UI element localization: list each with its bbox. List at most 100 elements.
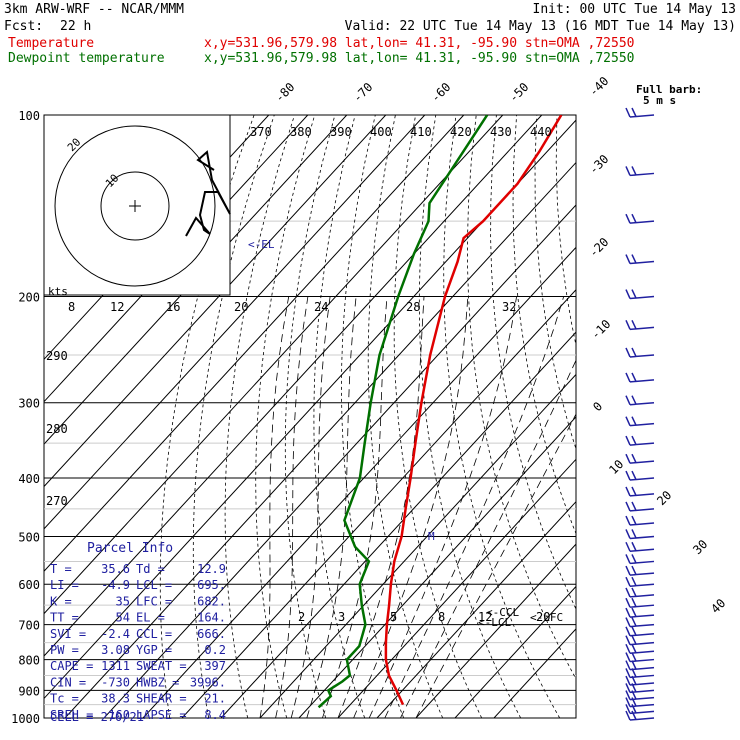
- moist-adiabat-line: [384, 296, 565, 718]
- wind-barb: [625, 416, 631, 426]
- wind-barb: [625, 607, 631, 618]
- top-temperature-tick-label: -70: [350, 80, 375, 105]
- dry-adiabat-line: [443, 115, 561, 718]
- mixing-ratio-label: 24: [314, 300, 328, 314]
- dry-adiabat-line: [534, 115, 576, 451]
- top-temperature-tick-label: -80: [272, 80, 297, 105]
- pressure-tick-label: 400: [18, 472, 40, 486]
- isotherm-line: [44, 115, 348, 445]
- theta-side-label: 280: [46, 422, 68, 436]
- moist-adiabat-line: [290, 296, 331, 718]
- temperature-tick-label: -30: [586, 152, 611, 177]
- temperature-tick-label: 20: [654, 488, 674, 508]
- wind-barb: [625, 668, 631, 678]
- wind-barb: [629, 583, 655, 587]
- theta-label: 420: [450, 125, 472, 139]
- wind-barb: [629, 703, 655, 708]
- isotherm-line: [493, 628, 576, 718]
- isotherm-line: [44, 115, 426, 530]
- wind-barb: [625, 554, 631, 564]
- temperature-tick-label: 0: [590, 399, 605, 414]
- wind-barb: [631, 660, 637, 670]
- sounding-curves: [317, 115, 563, 709]
- wind-barb: [629, 422, 655, 427]
- wind-barb: [625, 635, 631, 645]
- wind-barb: [631, 453, 637, 463]
- wind-barb: [625, 576, 631, 587]
- dry-adiabat-line: [597, 115, 740, 718]
- pressure-tick-label: 800: [18, 654, 40, 668]
- wind-barb: [631, 372, 637, 382]
- wind-barb: [625, 597, 631, 608]
- wind-barb: [625, 372, 631, 383]
- mixing-ratio-label: 28: [406, 300, 420, 314]
- wind-barb: [625, 515, 631, 526]
- wind-barb: [629, 477, 655, 481]
- pressure-tick-label: 700: [18, 619, 40, 633]
- wind-barb: [631, 675, 637, 685]
- hodograph-trace: [185, 150, 231, 237]
- wind-barb: [631, 213, 637, 224]
- theta-side-label: 290: [46, 349, 68, 363]
- wind-barb: [629, 401, 655, 406]
- hodograph-ring-inner: [100, 171, 170, 241]
- dry-adiabats: [159, 115, 740, 718]
- wind-barb: [625, 395, 631, 406]
- wind-barb: [625, 347, 631, 358]
- wind-barb: [629, 666, 655, 671]
- wind-barb: [629, 674, 655, 679]
- moist-adiabat-line: [400, 359, 576, 718]
- wind-barb: [631, 501, 637, 511]
- wind-barb: [629, 682, 655, 686]
- wind-barb: [629, 572, 655, 576]
- wind-barb: [629, 535, 655, 540]
- wind-barb: [631, 435, 637, 445]
- dry-adiabat-line: [678, 115, 740, 718]
- dry-adiabat-line: [718, 115, 740, 718]
- dry-adiabat-line: [159, 115, 255, 718]
- wind-barb: [625, 565, 631, 576]
- wind-barb: [625, 435, 631, 446]
- isotherm-line: [64, 161, 576, 718]
- wind-barb: [629, 614, 655, 618]
- dry-adiabat-line: [577, 115, 740, 718]
- isotherm-line: [298, 416, 576, 718]
- theta-label: 400: [370, 125, 392, 139]
- isotherm-line: [44, 115, 387, 488]
- theta-label: 440: [530, 125, 552, 139]
- temperature-tick-label: 40: [708, 596, 728, 616]
- wind-barb: [631, 254, 637, 264]
- wind-barb: [629, 442, 655, 446]
- moist-adiabat-line: [337, 296, 425, 718]
- mixing-ratio-label: 8: [68, 300, 75, 314]
- wind-barb: [625, 675, 631, 686]
- dry-adiabat-line: [658, 115, 740, 718]
- mixing-ratio-label: 20: [536, 610, 550, 624]
- wind-barb: [631, 347, 637, 357]
- mixing-ratio-label: 32: [502, 300, 516, 314]
- wind-barb: [629, 220, 655, 224]
- isotherm-line: [44, 115, 504, 615]
- wind-barb: [631, 320, 637, 330]
- dewpoint-curve: [317, 115, 489, 709]
- wind-barb: [629, 717, 655, 721]
- wind-barb: [625, 643, 631, 654]
- wind-barb: [625, 587, 631, 598]
- dry-adiabat-line: [284, 115, 336, 718]
- wind-barb: [625, 486, 631, 497]
- theta-label: 430: [490, 125, 512, 139]
- wind-barb: [629, 508, 655, 512]
- temperature-tick-label: 30: [690, 537, 710, 557]
- dry-adiabat-line: [393, 115, 483, 718]
- isotherm-line: [415, 543, 576, 718]
- temperature-tick-label: 10: [606, 457, 626, 477]
- wind-barb: [629, 710, 655, 715]
- dry-adiabat-line: [490, 115, 576, 610]
- dry-adiabat-line: [618, 115, 740, 718]
- moist-adiabat-line: [322, 296, 388, 718]
- theta-label: 410: [410, 125, 432, 139]
- wind-barb: [629, 354, 655, 358]
- wind-barb: [631, 597, 637, 608]
